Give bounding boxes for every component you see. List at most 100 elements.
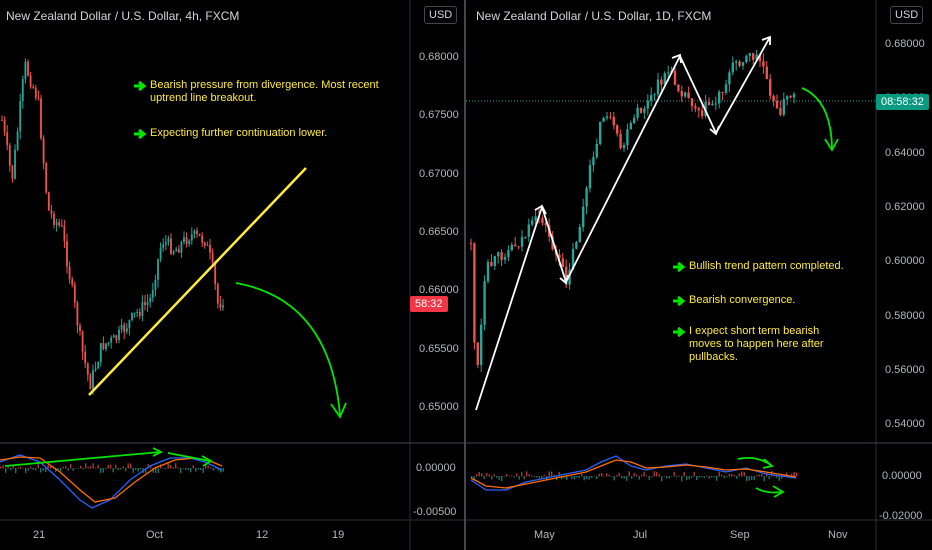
right-note-bullish-text: Bullish trend pattern completed. [689, 260, 844, 272]
convergence-arrow-lower[interactable] [755, 487, 783, 494]
left-histogram-bar [7, 466, 9, 469]
left-candle-body [99, 343, 102, 363]
right-histogram-bar [473, 476, 475, 481]
left-histogram-bar [102, 468, 104, 473]
left-histogram-bar [92, 463, 94, 469]
left-note-continuation[interactable]: Expecting further continuation lower. [133, 127, 393, 140]
right-candle-body [500, 252, 503, 260]
left-candle-body [107, 342, 110, 344]
right-histogram-bar [541, 476, 543, 479]
left-candle-body [120, 324, 123, 330]
right-candle-body [612, 116, 615, 126]
left-candle-body [32, 86, 35, 88]
right-candle-body [660, 79, 663, 85]
right-candle-body [779, 108, 782, 115]
right-candle-body [520, 237, 524, 247]
left-histogram-bar [97, 464, 99, 469]
left-histogram-bar [15, 468, 17, 474]
projection-arrow-curve[interactable] [235, 282, 341, 416]
left-price-label: 0.65500 [419, 342, 459, 355]
left-candle-body [170, 238, 172, 254]
right-histogram-bar [491, 476, 493, 480]
right-histogram-bar [706, 475, 708, 477]
left-note-divergence[interactable]: Bearish pressure from divergence. Most r… [133, 79, 393, 105]
left-candle-body [3, 119, 6, 133]
right-histogram-bar [481, 473, 483, 477]
left-candle-body [118, 329, 120, 340]
left-histogram-bar [130, 463, 132, 469]
right-histogram-bar [601, 473, 603, 477]
right-currency-badge[interactable]: USD [890, 6, 924, 24]
right-candle-body [752, 53, 755, 60]
left-histogram-bar [62, 466, 64, 469]
right-histogram-bar [731, 473, 733, 477]
left-histogram-bar [25, 468, 27, 474]
left-chart-canvas[interactable] [0, 0, 466, 550]
left-chart-title[interactable]: New Zealand Dollar / U.S. Dollar, 4h, FX… [6, 9, 240, 23]
right-histogram-bar [698, 476, 700, 478]
right-candle-body [673, 70, 677, 85]
right-candle-body [690, 98, 694, 107]
right-histogram-bar [758, 474, 760, 477]
right-histogram-bar [673, 472, 675, 477]
right-chart-title[interactable]: New Zealand Dollar / U.S. Dollar, 1D, FX… [476, 9, 712, 23]
left-histogram-bar [27, 468, 29, 471]
left-histogram-bar [172, 467, 174, 469]
zigzag-pattern[interactable] [475, 36, 771, 411]
right-candle-body [626, 129, 629, 145]
right-candle-body [503, 256, 507, 260]
left-candle-body [110, 337, 113, 343]
right-histogram-bar [761, 474, 763, 477]
right-histogram-bar [663, 475, 665, 477]
left-histogram-bar [2, 465, 4, 469]
left-candle-body [164, 242, 167, 245]
uptrend-line[interactable] [88, 167, 307, 396]
left-histogram-bar [55, 468, 57, 472]
left-candle-body [131, 312, 133, 321]
left-histogram-bar [137, 468, 139, 472]
left-candle-body [58, 222, 61, 226]
right-histogram-bar [523, 476, 525, 480]
right-candle-body [469, 243, 473, 245]
left-histogram-bar [150, 465, 152, 469]
right-candle-body [694, 106, 697, 109]
right-note-expectation[interactable]: I expect short term bearish moves to hap… [672, 325, 852, 364]
left-histogram-bar [190, 468, 192, 473]
left-histogram-bar [32, 468, 34, 470]
right-histogram-bar [558, 471, 560, 477]
left-candle-body [149, 297, 152, 302]
divergence-line-1[interactable] [4, 451, 161, 467]
left-histogram-bar [20, 466, 22, 469]
right-histogram-bar [591, 476, 593, 478]
divergence-line-2[interactable] [167, 452, 211, 462]
right-chart-panel[interactable]: New Zealand Dollar / U.S. Dollar, 1D, FX… [466, 0, 932, 550]
left-candle-body [154, 279, 157, 291]
divergence-arrowhead-1 [152, 447, 164, 457]
right-histogram-bar [573, 476, 575, 480]
bearish-arrow-curve[interactable] [801, 87, 833, 149]
left-candle-body [175, 249, 178, 252]
left-candle-body [144, 302, 146, 305]
left-candle-body [222, 305, 224, 308]
right-note-bullish[interactable]: Bullish trend pattern completed. [672, 260, 872, 273]
right-candle-body [507, 250, 510, 257]
right-candle-body [667, 72, 670, 74]
zigzag-arrowhead-1 [534, 204, 547, 215]
left-histogram-bar [222, 468, 224, 472]
left-candle-body [40, 98, 42, 139]
right-histogram-bar [538, 476, 540, 479]
left-candle-body [188, 240, 191, 245]
right-histogram-bar [656, 471, 658, 477]
left-currency-badge[interactable]: USD [424, 6, 458, 24]
right-candle-body [721, 91, 724, 93]
right-histogram-bar [593, 475, 595, 477]
zigzag-arrowhead-3 [671, 53, 682, 64]
left-candle-body [97, 362, 100, 369]
left-candle-body [50, 210, 53, 214]
left-chart-panel[interactable]: New Zealand Dollar / U.S. Dollar, 4h, FX… [0, 0, 466, 550]
convergence-arrowhead-lower [772, 485, 785, 498]
right-note-convergence[interactable]: Bearish convergence. [672, 294, 872, 307]
right-candle-body [711, 103, 714, 106]
right-chart-canvas[interactable] [466, 0, 932, 550]
right-candle-body [493, 256, 496, 267]
